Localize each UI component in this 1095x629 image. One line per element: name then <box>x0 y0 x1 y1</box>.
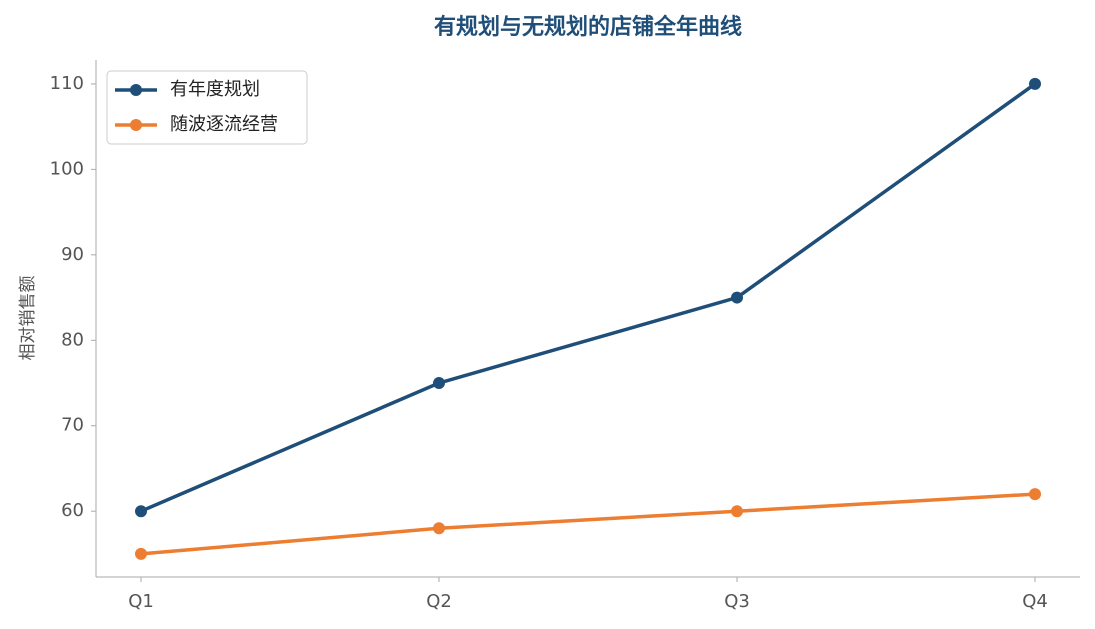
point <box>1029 488 1041 501</box>
y-axis-label: 相对销售额 <box>18 276 38 361</box>
y-tick-label: 100 <box>50 158 84 179</box>
x-tick-label: Q3 <box>724 591 750 612</box>
series-line <box>140 82 1037 513</box>
point <box>1029 77 1041 90</box>
x-tick-label: Q2 <box>426 591 452 612</box>
x-tick-label: Q1 <box>128 591 154 612</box>
x-tick-label: Q4 <box>1022 591 1048 612</box>
series-line <box>140 492 1036 556</box>
point <box>135 505 147 518</box>
y-tick-label: 70 <box>61 415 84 436</box>
y-tick-label: 80 <box>61 329 84 350</box>
y-tick-label: 90 <box>61 244 84 265</box>
chart-title: 有规划与无规划的店铺全年曲线 <box>434 14 742 40</box>
legend-marker <box>130 119 142 131</box>
legend-label: 有年度规划 <box>170 79 260 100</box>
legend-marker <box>130 84 142 96</box>
point <box>731 505 743 518</box>
point <box>433 377 445 390</box>
point <box>433 522 445 535</box>
legend-label: 随波逐流经营 <box>170 114 278 135</box>
y-tick-label: 60 <box>61 500 84 521</box>
point <box>135 547 147 560</box>
point <box>731 291 743 304</box>
y-tick-label: 110 <box>50 73 84 94</box>
